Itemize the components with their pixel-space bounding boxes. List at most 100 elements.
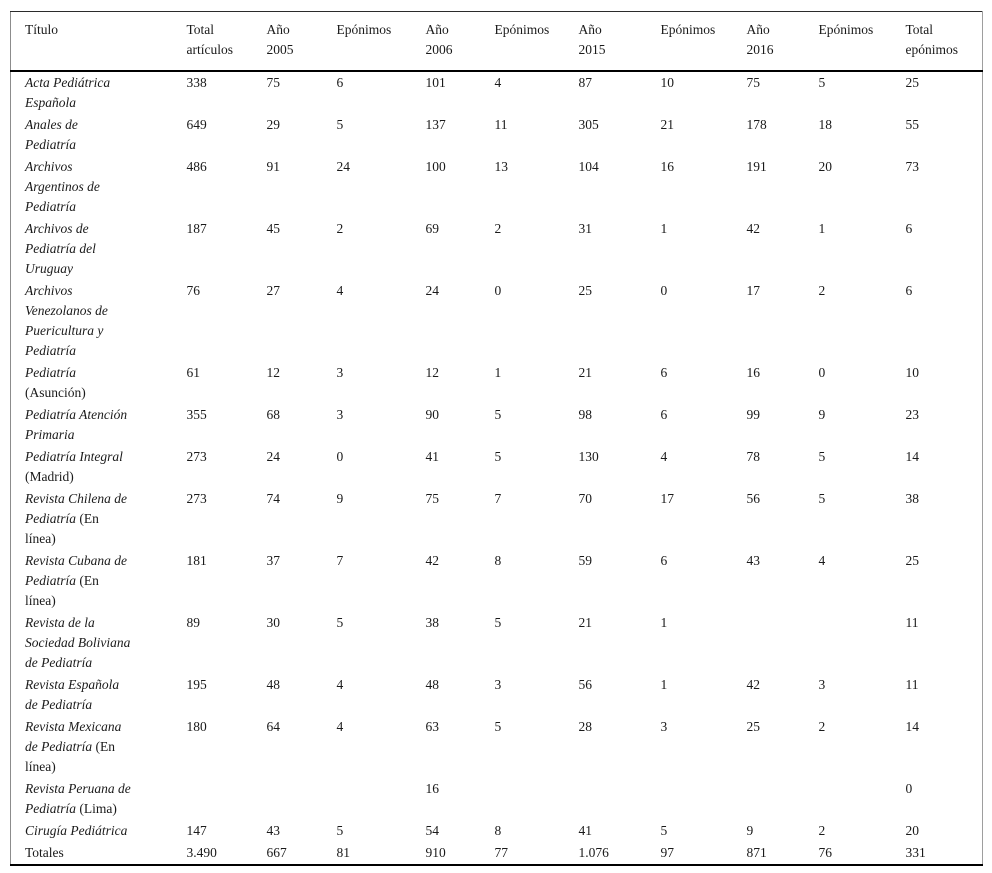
value-cell [337, 778, 426, 820]
value-cell: 16 [425, 781, 440, 796]
header-row: Título Total artículos Año 2005 Epónimos Año… [10, 11, 983, 72]
value-cell [187, 778, 267, 820]
table-row: Anales de Pediatría 649 29 5 137 11 305 21 178 18… [11, 114, 983, 156]
value-cell: 70 [578, 491, 593, 506]
value-cell: 5 [336, 823, 344, 838]
value-cell: 42 [746, 677, 761, 692]
value-cell: 17 [746, 283, 761, 298]
value-cell: 101 [425, 75, 446, 90]
value-cell: 9 [818, 407, 826, 422]
value-cell: 99 [746, 407, 761, 422]
value-cell: 42 [746, 221, 761, 236]
value-cell: 54 [425, 823, 440, 838]
value-cell: 31 [578, 221, 593, 236]
eponimos-by-journal-table: Título Total artículos Año 2005 Epónimos Año… [10, 11, 983, 866]
value-cell: 30 [266, 615, 281, 630]
value-cell: 331 [905, 845, 926, 860]
value-cell: 5 [818, 75, 826, 90]
column-header: Año 2015 [578, 11, 661, 72]
value-cell: 2 [818, 719, 826, 734]
value-cell: 74 [266, 491, 281, 506]
value-cell: 37 [266, 553, 281, 568]
journal-title-roman-part: (En línea) [25, 739, 115, 774]
column-header: Total artículos [186, 11, 267, 72]
value-cell: 43 [266, 823, 281, 838]
journal-title-roman-part: (Madrid) [25, 469, 74, 484]
value-cell [661, 778, 747, 820]
value-cell: 191 [746, 159, 767, 174]
value-cell: 130 [578, 449, 599, 464]
value-cell [819, 612, 906, 674]
value-cell: 5 [818, 491, 826, 506]
journal-title-italic-part: Revista Cubana de Pediatría [25, 553, 127, 588]
value-cell: 2 [818, 283, 826, 298]
value-cell: 9 [746, 823, 754, 838]
value-cell: 12 [266, 365, 281, 380]
table-header: Título Total artículos Año 2005 Epónimos Año… [10, 11, 983, 72]
column-header: Epónimos [336, 11, 426, 72]
value-cell: 75 [425, 491, 440, 506]
value-cell: 1 [494, 365, 502, 380]
value-cell: 24 [266, 449, 281, 464]
value-cell: 137 [425, 117, 446, 132]
value-cell: 1 [660, 221, 668, 236]
value-cell: 41 [578, 823, 593, 838]
value-cell: 2 [494, 221, 502, 236]
value-cell: 3 [818, 677, 826, 692]
column-header: Epónimos [494, 11, 579, 72]
value-cell: 0 [905, 781, 913, 796]
journal-title-roman-part: (Asunción) [25, 385, 86, 400]
value-cell: 29 [266, 117, 281, 132]
value-cell: 4 [494, 75, 502, 90]
value-cell: 38 [425, 615, 440, 630]
value-cell: 11 [905, 677, 919, 692]
value-cell: 98 [578, 407, 593, 422]
journal-title: Anales de Pediatría [11, 114, 187, 156]
value-cell: 187 [186, 221, 207, 236]
value-cell: 338 [186, 75, 207, 90]
value-cell: 24 [336, 159, 351, 174]
journal-title: Revista Cubana de Pediatría (En línea) [11, 550, 187, 612]
journal-title-italic-part: Revista Chilena de Pediatría [25, 491, 127, 526]
value-cell: 76 [186, 283, 201, 298]
value-cell: 8 [494, 553, 502, 568]
value-cell: 0 [336, 449, 344, 464]
value-cell: 21 [578, 615, 593, 630]
value-cell: 5 [660, 823, 668, 838]
value-cell: 59 [578, 553, 593, 568]
table-row: Revista Mexicana de Pediatría (En línea)… [11, 716, 983, 778]
journal-title-italic-part: Anales de Pediatría [25, 117, 78, 152]
value-cell: 4 [336, 677, 344, 692]
column-header: Total epónimos [905, 11, 983, 72]
value-cell: 5 [336, 615, 344, 630]
value-cell: 25 [578, 283, 593, 298]
value-cell: 147 [186, 823, 207, 838]
table-row: Acta Pediátrica Española 338 75 6 101 4 87 10 75… [11, 71, 983, 114]
value-cell: 649 [186, 117, 207, 132]
table-row: Revista Chilena de Pediatría (En línea) 2… [11, 488, 983, 550]
value-cell: 78 [746, 449, 761, 464]
journal-title: Archivos Argentinos de Pediatría [11, 156, 187, 218]
value-cell: 5 [336, 117, 344, 132]
table-row: Archivos de Pediatría del Uruguay 187 45 2 6… [11, 218, 983, 280]
table-row: Cirugía Pediátrica 147 43 5 54 8 41 5 9 2 20 [11, 820, 983, 842]
journal-title: Cirugía Pediátrica [11, 820, 187, 842]
value-cell: 1.076 [578, 845, 609, 860]
value-cell: 4 [660, 449, 668, 464]
value-cell: 6 [660, 553, 668, 568]
column-header: Epónimos [660, 11, 747, 72]
table-row: Archivos Venezolanos de Puericultura y P… [11, 280, 983, 362]
value-cell: 0 [494, 283, 502, 298]
value-cell: 97 [660, 845, 675, 860]
table-container: Título Total artículos Año 2005 Epónimos Año… [10, 11, 983, 866]
value-cell: 17 [660, 491, 675, 506]
value-cell: 5 [818, 449, 826, 464]
value-cell: 28 [578, 719, 593, 734]
value-cell: 1 [660, 677, 668, 692]
value-cell: 5 [494, 449, 502, 464]
value-cell: 20 [905, 823, 920, 838]
value-cell: 48 [425, 677, 440, 692]
journal-title: Pediatría Atención Primaria [11, 404, 187, 446]
value-cell: 21 [660, 117, 675, 132]
value-cell: 0 [818, 365, 826, 380]
